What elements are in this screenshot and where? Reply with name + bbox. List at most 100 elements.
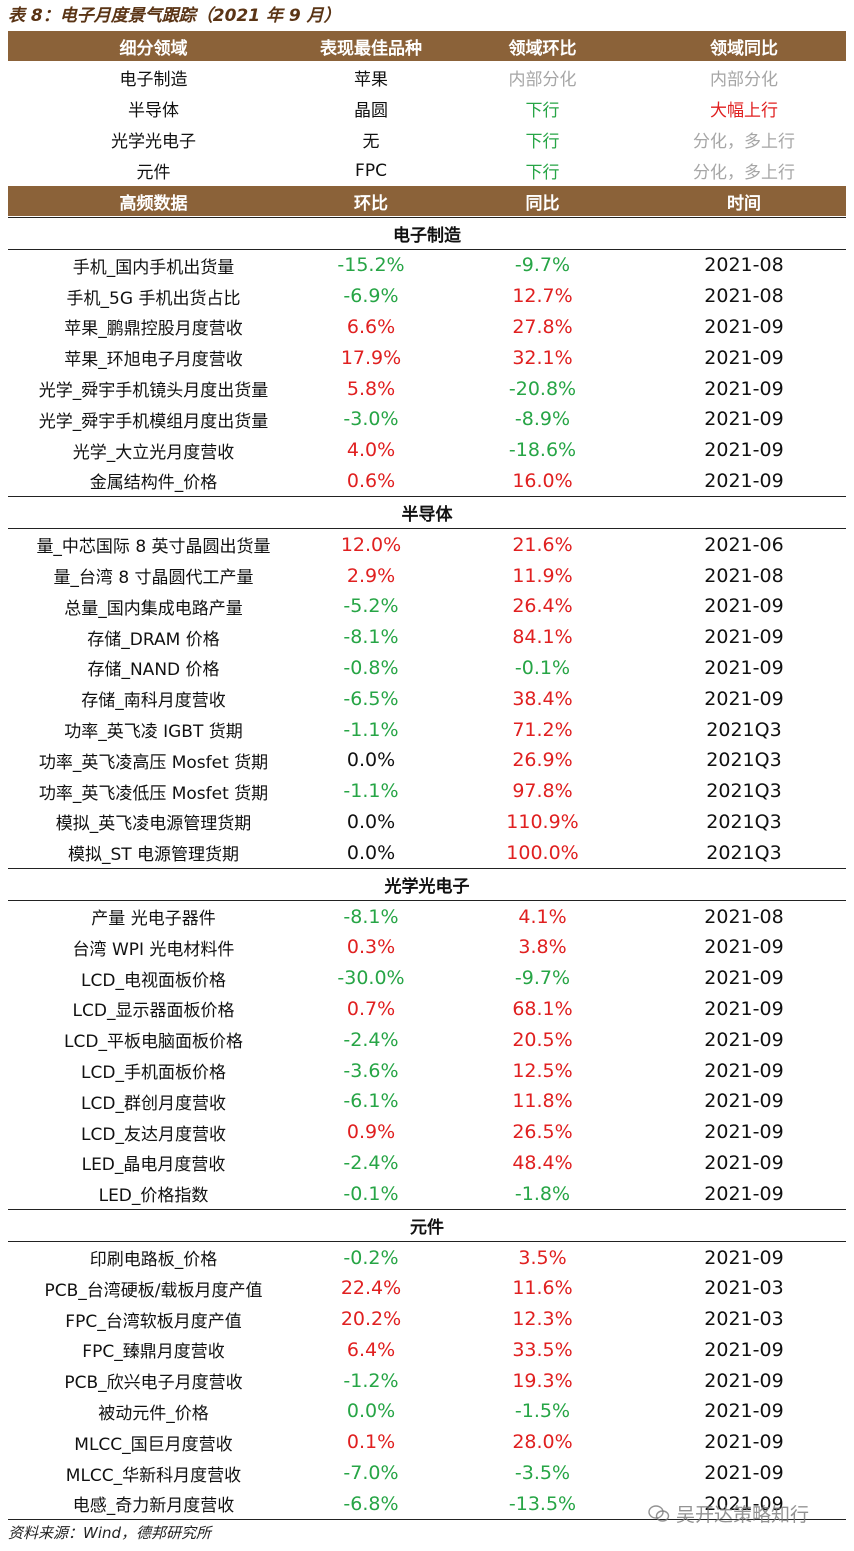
table-row: 光学_舜宇手机模组月度出货量 -3.0% -8.9% 2021-09	[8, 404, 846, 435]
table-cell: -7.0%	[343, 1462, 399, 1485]
table-cell: -1.5%	[514, 1400, 571, 1423]
table-cell: 26.9%	[512, 749, 573, 772]
table-row: 印刷电路板_价格 -0.2% 3.5% 2021-09	[8, 1242, 846, 1273]
table-cell: -6.1%	[343, 1090, 399, 1113]
table-cell: 2021-09	[704, 1431, 784, 1454]
summary-cell: 元件	[136, 163, 171, 183]
table-cell: 2021-09	[704, 687, 784, 710]
table-cell: 11.8%	[512, 1090, 573, 1113]
table-cell: 苹果_鹏鼎控股月度营收	[64, 319, 243, 340]
table-cell: 2021-09	[704, 1151, 784, 1174]
table-cell: 模拟_ST 电源管理货期	[67, 845, 240, 866]
table-cell: 12.5%	[512, 1059, 573, 1082]
table-cell: -8.9%	[514, 408, 571, 431]
section: 光学光电子 产量 光电子器件 -8.1% 4.1% 2021-08 台湾 WPI 光电材料…	[8, 868, 846, 1209]
summary-row: 半导体 晶圆 下行 大幅上行	[8, 93, 846, 124]
summary-table: 电子制造 苹果 内部分化 内部分化 半导体 晶圆 下行 大幅上行 光学光电子无下行 分化，多上行元…	[8, 62, 846, 186]
table-cell: 71.2%	[512, 718, 573, 741]
table-cell: -0.1%	[514, 656, 571, 679]
table-cell: -5.2%	[343, 595, 399, 618]
table-cell: 2021-06	[704, 533, 784, 556]
table-cell: 印刷电路板_价格	[89, 1250, 218, 1270]
table-cell: 20.2%	[340, 1308, 402, 1331]
table-cell: -3.6%	[343, 1059, 399, 1082]
table-cell: 产量 光电子器件	[91, 909, 216, 930]
table-cell: 2021-09	[704, 936, 784, 959]
table-cell: 11.9%	[512, 564, 573, 587]
table-row: 被动元件_价格 0.0% -1.5% 2021-09	[8, 1396, 846, 1427]
section-title: 半导体	[8, 497, 846, 530]
table-cell: 17.9%	[340, 346, 402, 369]
table-row: 模拟_英飞凌电源管理货期 0.0% 110.9% 2021Q3	[8, 807, 846, 838]
watermark: 吴开达策略知行	[648, 1500, 809, 1527]
table-cell: 2021-09	[704, 1492, 784, 1515]
table-row: 苹果_环旭电子月度营收 17.9% 32.1% 2021-09	[8, 342, 846, 373]
table-cell: 2021-08	[704, 905, 784, 928]
table-cell: 2021-09	[704, 408, 784, 431]
table-cell: -1.2%	[343, 1369, 399, 1392]
table-row: 光学_大立光月度营收 4.0% -18.6% 2021-09	[8, 435, 846, 466]
table-row: 电感_奇力新月度营收 -6.8% -13.5% 2021-09	[8, 1488, 846, 1519]
table-cell: 0.0%	[346, 1400, 396, 1423]
table-row: 总量_国内集成电路产量 -5.2% 26.4% 2021-09	[8, 591, 846, 622]
summary-cell: 半导体	[128, 101, 179, 121]
table-cell: 2021-08	[704, 564, 784, 587]
table-cell: 2021-09	[704, 1028, 784, 1051]
header-cell: 环比	[354, 193, 388, 214]
table-row: 功率_英飞凌 IGBT 货期 -1.1% 71.2% 2021Q3	[8, 714, 846, 745]
table-cell: LCD_平板电脑面板价格	[64, 1032, 243, 1053]
header-cell: 时间	[727, 193, 761, 214]
header-cell: 表现最佳品种	[320, 38, 422, 59]
table-cell: LED_晶电月度营收	[81, 1155, 226, 1176]
table-cell: LCD_群创月度营收	[81, 1093, 226, 1114]
table-row: 存储_DRAM 价格 -8.1% 84.1% 2021-09	[8, 622, 846, 653]
table-cell: -8.1%	[343, 626, 399, 649]
table-cell: 4.1%	[518, 905, 567, 928]
table-cell: 2021-03	[704, 1308, 784, 1331]
table-row: PCB_台湾硬板/载板月度产值 22.4% 11.6% 2021-03	[8, 1273, 846, 1304]
table-row: 手机_5G 手机出货占比 -6.9% 12.7% 2021-08	[8, 281, 846, 312]
table-cell: 2021-09	[704, 1369, 784, 1392]
table-cell: 20.5%	[512, 1028, 573, 1051]
section-title: 光学光电子	[8, 869, 846, 902]
table-cell: 4.0%	[346, 439, 396, 462]
table-cell: 被动元件_价格	[98, 1403, 209, 1424]
table-row: 功率_英飞凌高压 Mosfet 货期 0.0% 26.9% 2021Q3	[8, 745, 846, 776]
table-cell: 84.1%	[512, 626, 573, 649]
table-cell: 光学_大立光月度营收	[72, 442, 235, 463]
table-cell: 手机_国内手机出货量	[72, 257, 235, 278]
table-row: 光学_舜宇手机镜头月度出货量 5.8% -20.8% 2021-09	[8, 373, 846, 404]
summary-cell: 内部分化	[710, 70, 778, 90]
table-row: LCD_友达月度营收 0.9% 26.5% 2021-09	[8, 1117, 846, 1148]
table-cell: -20.8%	[508, 377, 577, 400]
table-cell: 金属结构件_价格	[89, 473, 218, 494]
table-cell: 0.0%	[346, 810, 396, 833]
table-cell: LCD_电视面板价格	[81, 970, 226, 991]
table-row: MLCC_国巨月度营收 0.1% 28.0% 2021-09	[8, 1427, 846, 1458]
summary-cell: 晶圆	[354, 101, 388, 121]
table-cell: 12.3%	[512, 1308, 573, 1331]
table-cell: 功率_英飞凌 IGBT 货期	[64, 722, 243, 743]
table-cell: 32.1%	[512, 346, 573, 369]
table-cell: 2021-09	[704, 377, 784, 400]
table-bottom-border	[8, 1519, 846, 1521]
table-cell: -2.4%	[343, 1151, 399, 1174]
table-cell: 2021-09	[704, 1090, 784, 1113]
table-cell: -6.9%	[343, 285, 399, 308]
table-row: LCD_电视面板价格 -30.0% -9.7% 2021-09	[8, 963, 846, 994]
table-row: FPC_台湾软板月度产值 20.2% 12.3% 2021-03	[8, 1304, 846, 1335]
section: 电子制造 手机_国内手机出货量 -15.2% -9.7% 2021-08 手机_5G 手机…	[8, 217, 846, 496]
table-cell: 0.0%	[346, 841, 396, 864]
table-row: LCD_显示器面板价格 0.7% 68.1% 2021-09	[8, 994, 846, 1025]
table-row: FPC_臻鼎月度营收 6.4% 33.5% 2021-09	[8, 1335, 846, 1366]
summary-cell: 分化，多上行	[693, 163, 795, 183]
watermark-text: 吴开达策略知行	[676, 1504, 810, 1526]
table-cell: 2021-09	[704, 1246, 784, 1269]
table-cell: -0.2%	[343, 1246, 399, 1269]
table-cell: 2021-09	[704, 469, 784, 492]
table-cell: LCD_显示器面板价格	[72, 1001, 235, 1022]
table-cell: FPC_台湾软板月度产值	[65, 1311, 242, 1332]
table-cell: 2021-09	[704, 595, 784, 618]
table-cell: 22.4%	[340, 1277, 402, 1300]
table-cell: -1.1%	[343, 718, 399, 741]
